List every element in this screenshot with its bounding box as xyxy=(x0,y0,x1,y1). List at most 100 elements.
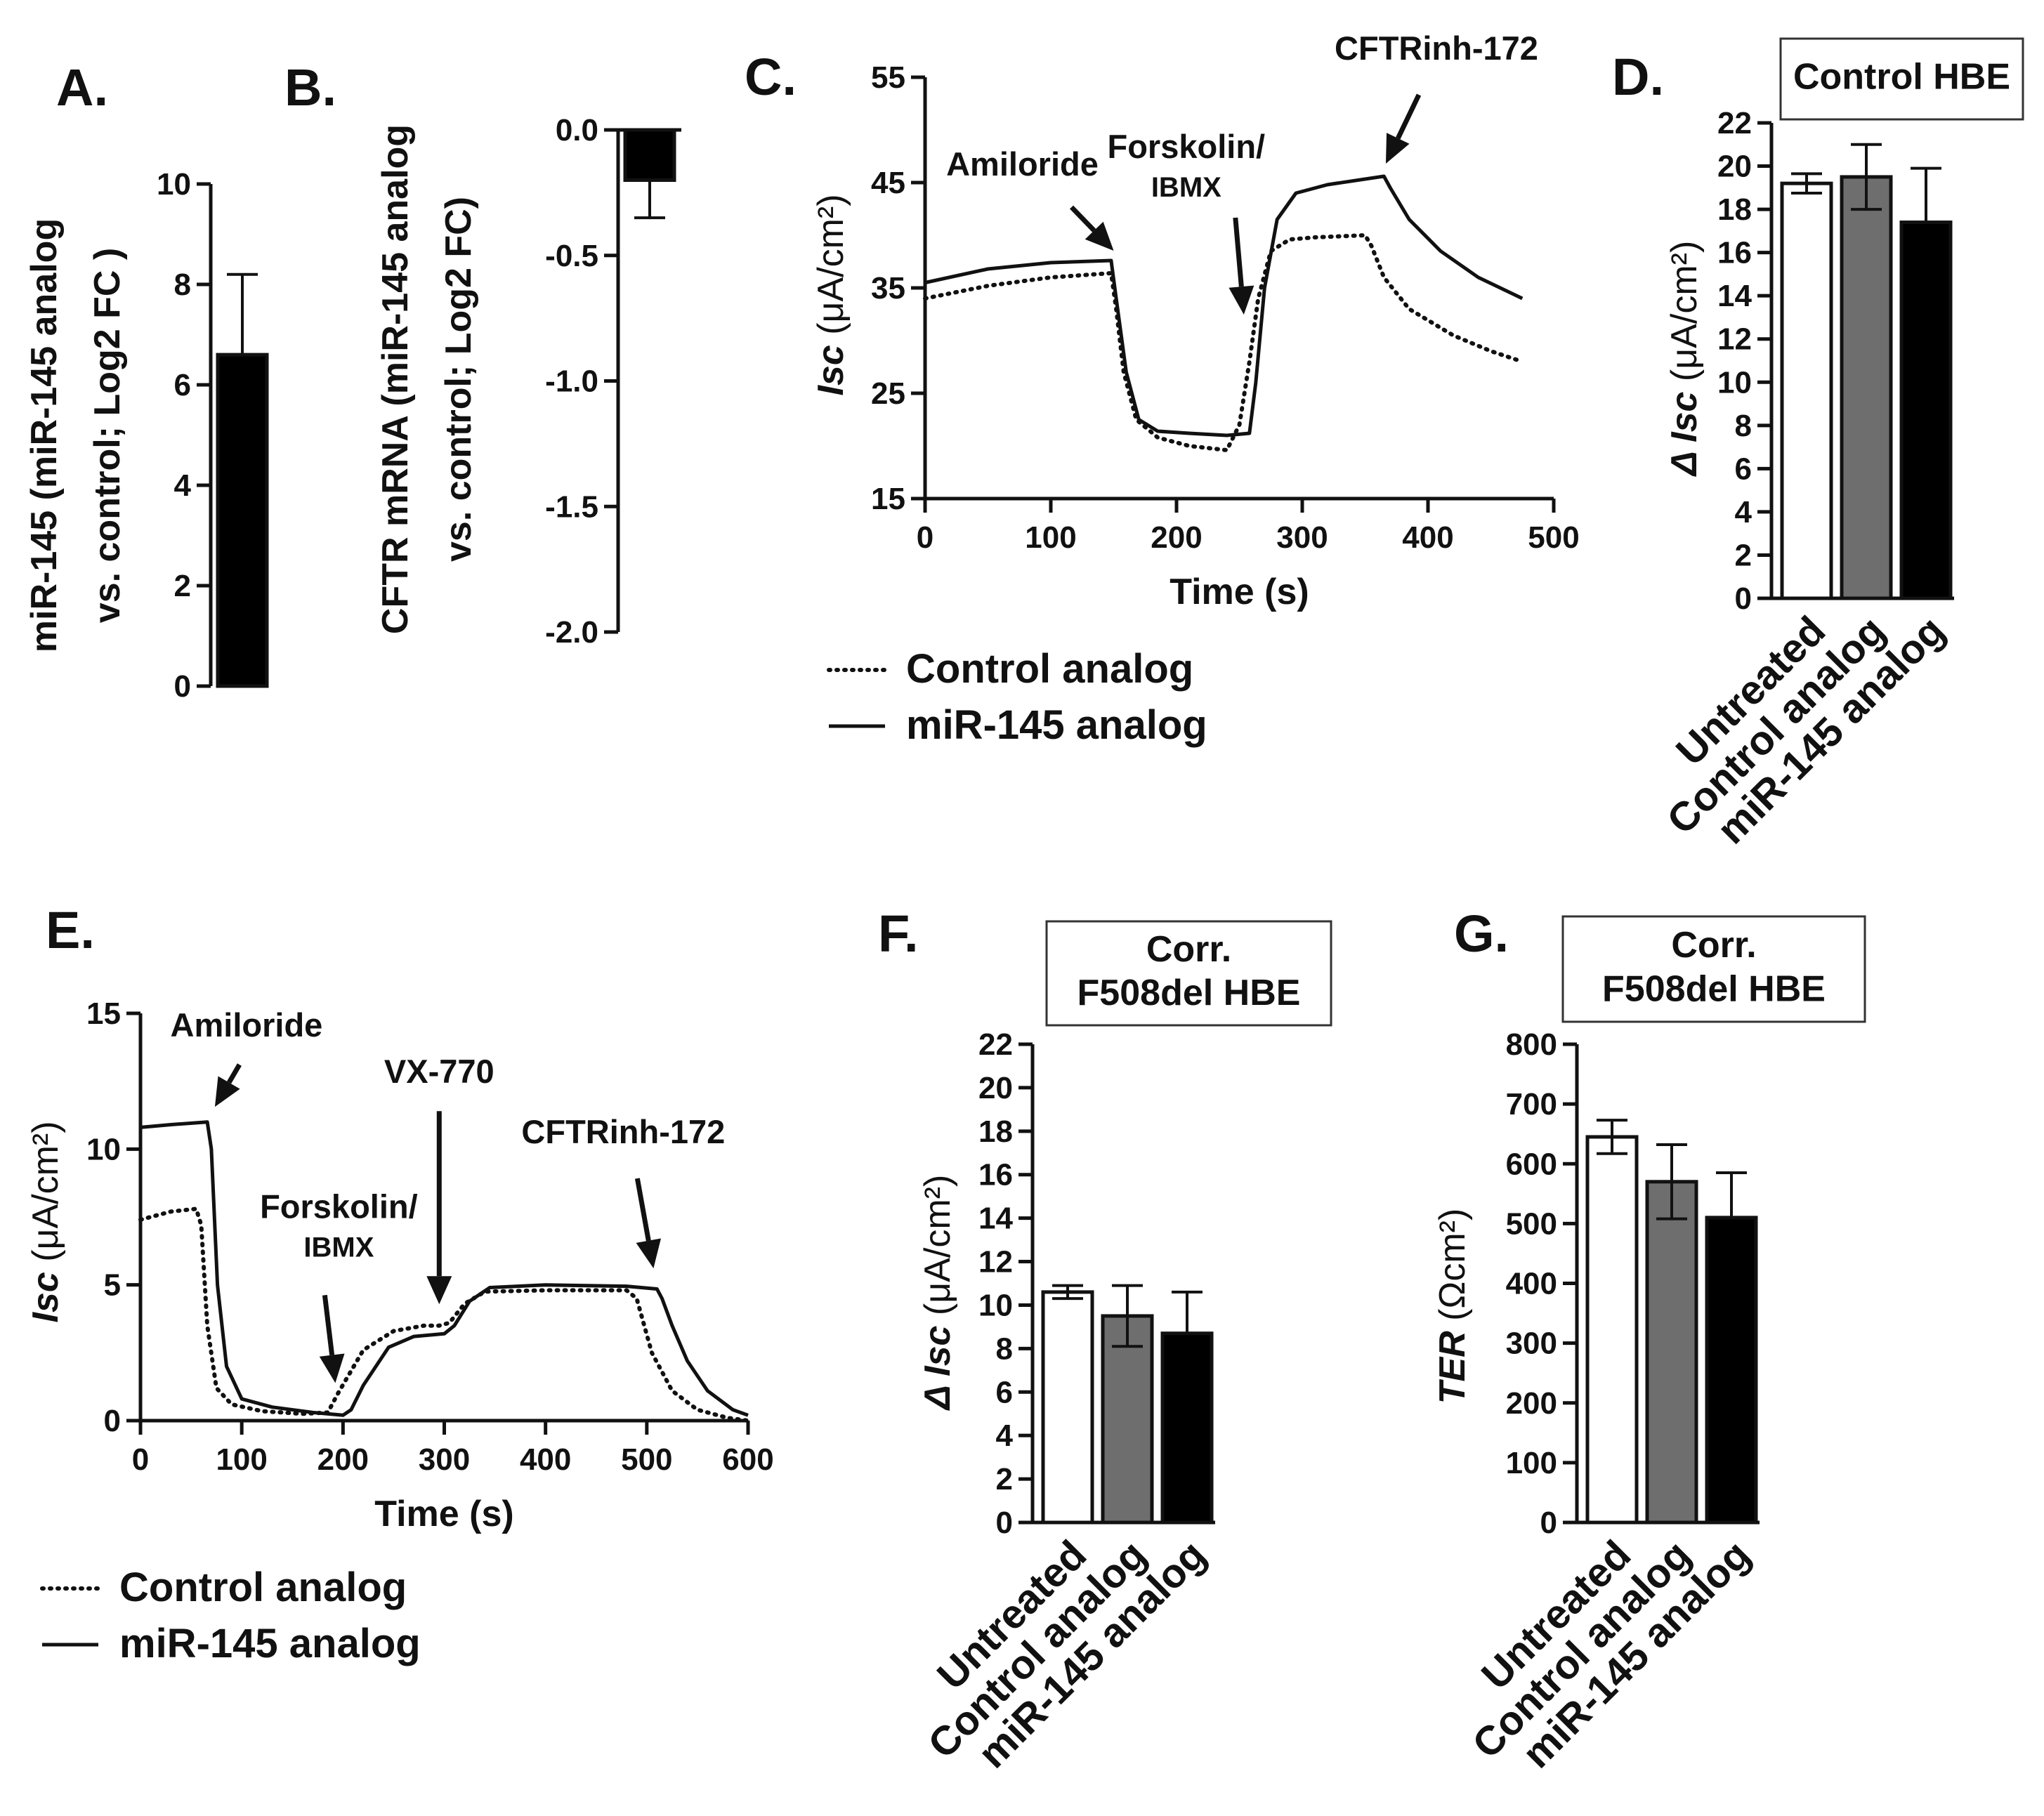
annotation-arrow-shaft xyxy=(227,1063,242,1084)
x-tick-label: 200 xyxy=(317,1442,369,1477)
y-tick-label: 500 xyxy=(1506,1206,1557,1241)
x-tick-label: 300 xyxy=(419,1442,470,1477)
y-tick-label: 4 xyxy=(174,468,192,503)
series-control-analog xyxy=(138,1206,750,1423)
y-tick-label: 20 xyxy=(978,1071,1013,1105)
annotation-arrow-head xyxy=(1085,221,1114,251)
panel-b: B. 0.0 -0.5 -1.0 -1.5 -2.0 CFTR mRNA (miR-145 … xyxy=(284,58,681,650)
annotation-label: CFTRinh-172 xyxy=(1335,29,1538,67)
annotation-arrow-head xyxy=(214,1076,240,1107)
y-tick-label: -1.5 xyxy=(545,489,598,524)
y-axis-title-unit: (Ωcm²) xyxy=(1432,1209,1473,1321)
annotation-label: Forskolin/ xyxy=(1108,128,1266,165)
y-tick-label: 8 xyxy=(1735,409,1752,443)
y-tick-label: 25 xyxy=(871,376,905,411)
panel-letter: C. xyxy=(745,48,797,106)
annotation-arrow-head xyxy=(1229,285,1254,315)
panel-title-text: Corr. xyxy=(1671,925,1756,966)
y-axis-title-main: Isc xyxy=(25,1272,66,1322)
y-axis-title-main: Δ Isc xyxy=(917,1325,958,1411)
y-tick-label: 10 xyxy=(86,1132,121,1166)
y-axis-title-main: TER xyxy=(1432,1331,1473,1404)
x-tick-label: 500 xyxy=(1528,520,1579,555)
annotation-arrow-head xyxy=(1385,133,1410,164)
bar-control-analog xyxy=(1840,175,1893,600)
y-axis-title: Δ Isc (μA/cm²) xyxy=(917,1175,958,1412)
y-tick-label: 18 xyxy=(978,1114,1013,1149)
y-tick-label: 2 xyxy=(1735,538,1752,572)
y-tick-label: 0 xyxy=(996,1506,1013,1540)
x-tick-label: 500 xyxy=(621,1442,672,1477)
bar-untreated xyxy=(1585,1135,1639,1525)
panel-letter: B. xyxy=(284,58,336,117)
legend-label: miR-145 analog xyxy=(119,1621,421,1666)
y-axis-title-gap xyxy=(25,1262,66,1272)
bar-mir-145-analog xyxy=(1705,1216,1758,1525)
x-axis-title: Time (s) xyxy=(1170,572,1309,612)
y-axis-title: TER (Ωcm²) xyxy=(1432,1209,1473,1404)
y-tick-label: -2.0 xyxy=(545,615,598,650)
panel-letter: A. xyxy=(56,58,108,117)
panel-title-box xyxy=(1779,37,2024,121)
y-tick-label: 5 xyxy=(104,1268,121,1303)
panel-title-text: F508del HBE xyxy=(1077,973,1301,1013)
y-axis-title-line: miR-145 (miR-145 analog xyxy=(24,218,65,652)
y-axis-title-line: vs. control; Log2 FC ) xyxy=(87,248,128,623)
annotation-arrow-shaft xyxy=(322,1294,335,1356)
y-tick-label: 6 xyxy=(996,1375,1013,1409)
panel-title-box xyxy=(1045,920,1332,1027)
bar-control-analog xyxy=(1101,1314,1154,1525)
legend-label: miR-145 analog xyxy=(906,702,1207,748)
annotation-label: IBMX xyxy=(303,1232,374,1263)
panel-letter: D. xyxy=(1612,48,1664,106)
y-tick-label: 8 xyxy=(174,268,191,302)
y-axis-title-gap xyxy=(811,335,851,345)
y-tick-label: 15 xyxy=(871,482,905,516)
y-tick-label: -1.0 xyxy=(545,364,598,399)
bar-value xyxy=(623,128,676,182)
annotation-label: Forskolin/ xyxy=(260,1187,418,1225)
bar-control-analog xyxy=(1645,1180,1698,1525)
y-tick-label: 2 xyxy=(174,569,191,603)
annotation-label: IBMX xyxy=(1151,172,1221,203)
y-tick-label: 0 xyxy=(174,669,191,704)
y-tick-label: 400 xyxy=(1506,1267,1557,1301)
panel-letter: E. xyxy=(46,901,95,959)
panel-title-text: F508del HBE xyxy=(1602,968,1826,1009)
y-axis-title-unit: (μA/cm²) xyxy=(811,194,851,334)
y-tick-label: 8 xyxy=(996,1331,1013,1366)
bar-mir-145-analog xyxy=(1899,221,1953,600)
annotation-label: Amiloride xyxy=(171,1006,323,1044)
annotation-arrow-shaft xyxy=(634,1178,651,1242)
y-tick-label: 4 xyxy=(1735,495,1753,529)
y-tick-label: 45 xyxy=(871,166,905,200)
x-axis-title: Time (s) xyxy=(374,1494,513,1534)
y-tick-label: 200 xyxy=(1506,1386,1557,1421)
annotation-arrow-head xyxy=(426,1276,452,1305)
panel-title-text: Control HBE xyxy=(1793,57,2010,98)
panel-c: C. 15 25 35 45 55 0 100 200 300 400 500 Time (s) Isc … xyxy=(745,29,1580,748)
panel-title-box xyxy=(1561,915,1866,1023)
y-tick-label: 12 xyxy=(978,1245,1013,1279)
y-tick-label: 12 xyxy=(1717,322,1752,357)
bar-mir-145-analog xyxy=(1160,1331,1214,1525)
x-tick-label: 100 xyxy=(1025,520,1076,555)
y-tick-label: 4 xyxy=(996,1419,1014,1453)
y-axis-title-gap xyxy=(917,1315,958,1325)
annotation-label: VX-770 xyxy=(384,1053,494,1090)
y-tick-label: 0 xyxy=(104,1404,121,1438)
y-axis-title-main: Isc xyxy=(811,345,851,395)
panel-e: E. 0 5 10 15 0 100 200 300 400 500 600 Time (s) Isc (… xyxy=(25,901,774,1666)
y-tick-label: 6 xyxy=(1735,452,1752,486)
y-axis-title-unit: (μA/cm²) xyxy=(25,1121,66,1261)
y-axis-title-gap xyxy=(1432,1321,1473,1331)
panel-title-text: Corr. xyxy=(1146,929,1231,970)
y-tick-label: 16 xyxy=(978,1158,1013,1192)
y-tick-label: 2 xyxy=(996,1462,1013,1496)
y-tick-label: 18 xyxy=(1717,192,1752,227)
y-axis-title-unit: (μA/cm²) xyxy=(1664,241,1705,381)
y-tick-label: 100 xyxy=(1506,1446,1557,1480)
